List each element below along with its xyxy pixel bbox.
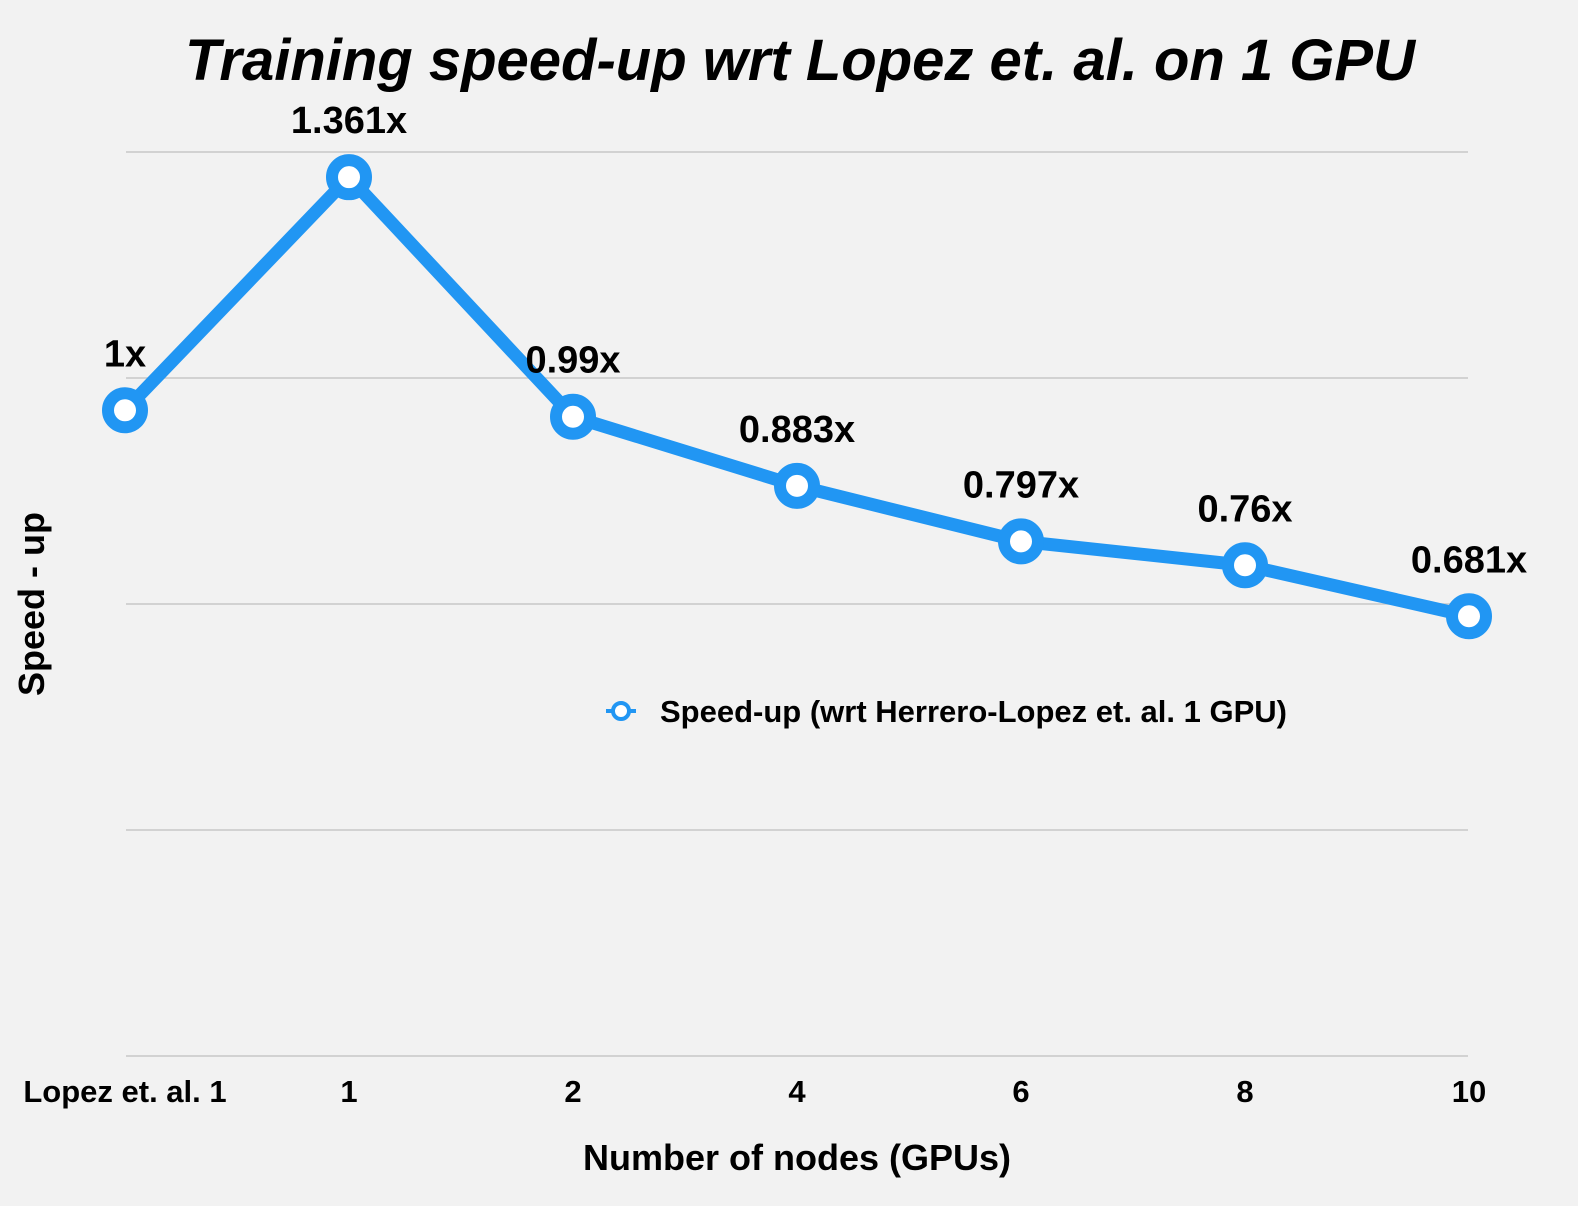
data-point bbox=[998, 518, 1044, 565]
x-axis-label: Number of nodes (GPUs) bbox=[583, 1137, 1011, 1178]
data-label: 1x bbox=[104, 333, 146, 375]
x-tick-label: 8 bbox=[1236, 1074, 1253, 1109]
markers-group bbox=[102, 154, 1492, 640]
data-label: 0.681x bbox=[1411, 539, 1527, 581]
series-line bbox=[118, 170, 1476, 623]
data-point bbox=[550, 393, 596, 440]
x-tick-label: 4 bbox=[788, 1074, 806, 1109]
data-point bbox=[1446, 593, 1492, 640]
x-tick-labels: Lopez et. al. 1 1 2 4 6 8 10 bbox=[23, 1074, 1486, 1109]
y-axis-label: Speed - up bbox=[11, 512, 52, 696]
x-tick-label: 6 bbox=[1012, 1074, 1029, 1109]
data-label: 0.99x bbox=[525, 340, 620, 382]
legend: Speed-up (wrt Herrero-Lopez et. al. 1 GP… bbox=[606, 694, 1287, 729]
data-label: 0.883x bbox=[739, 409, 855, 451]
x-tick-label: 1 bbox=[340, 1074, 357, 1109]
series-line-group bbox=[118, 170, 1476, 623]
data-labels-group: 1x 1.361x 0.99x 0.883x 0.797x 0.76x 0.681x bbox=[104, 100, 1527, 581]
legend-marker-icon bbox=[611, 701, 631, 721]
data-point bbox=[102, 387, 148, 434]
data-label: 0.797x bbox=[963, 464, 1079, 506]
data-point bbox=[326, 154, 372, 201]
chart-title: Training speed-up wrt Lopez et. al. on 1… bbox=[185, 28, 1417, 93]
data-label: 1.361x bbox=[291, 100, 407, 142]
x-tick-label: 10 bbox=[1452, 1074, 1486, 1109]
legend-label: Speed-up (wrt Herrero-Lopez et. al. 1 GP… bbox=[660, 694, 1287, 729]
x-tick-label: 2 bbox=[564, 1074, 581, 1109]
data-label: 0.76x bbox=[1197, 488, 1292, 530]
data-point bbox=[1222, 542, 1268, 589]
data-point bbox=[774, 462, 820, 509]
gridlines bbox=[126, 151, 1468, 1057]
x-tick-label: Lopez et. al. 1 bbox=[23, 1074, 226, 1109]
